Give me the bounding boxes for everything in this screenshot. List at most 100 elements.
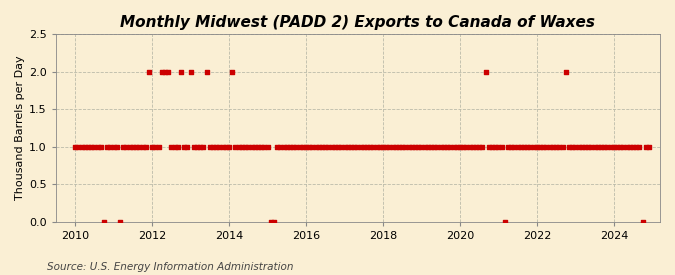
Point (169, 144, 180, 149)
Point (541, 144, 552, 149)
Point (487, 144, 497, 149)
Point (342, 144, 353, 149)
Point (503, 144, 514, 149)
Point (115, 219, 126, 224)
Point (272, 144, 283, 149)
Point (111, 144, 122, 149)
Point (269, 219, 279, 224)
Point (304, 144, 315, 149)
Point (641, 144, 651, 149)
Point (602, 144, 613, 149)
Point (560, 69, 571, 74)
Point (157, 69, 167, 74)
Point (172, 144, 183, 149)
Title: Monthly Midwest (PADD 2) Exports to Canada of Waxes: Monthly Midwest (PADD 2) Exports to Cana… (120, 15, 595, 30)
Point (70, 144, 80, 149)
Point (480, 69, 491, 74)
Point (544, 144, 555, 149)
Point (153, 144, 164, 149)
Point (339, 144, 350, 149)
Point (217, 144, 228, 149)
Point (307, 144, 318, 149)
Point (188, 144, 199, 149)
Point (615, 144, 626, 149)
Point (124, 144, 135, 149)
Point (567, 144, 578, 149)
Point (375, 144, 385, 149)
Point (214, 144, 225, 149)
Point (205, 144, 215, 149)
Point (371, 144, 382, 149)
Point (608, 144, 619, 149)
Point (576, 144, 587, 149)
Point (496, 144, 507, 149)
Point (500, 219, 510, 224)
Point (413, 144, 424, 149)
Point (349, 144, 360, 149)
Point (95, 144, 106, 149)
Point (198, 144, 209, 149)
Point (310, 144, 321, 149)
Point (313, 144, 324, 149)
Point (580, 144, 591, 149)
Point (400, 144, 411, 149)
Point (467, 144, 478, 149)
Point (631, 144, 642, 149)
Point (179, 144, 190, 149)
Point (150, 144, 161, 149)
Point (346, 144, 356, 149)
Point (416, 144, 427, 149)
Point (118, 144, 129, 149)
Point (146, 144, 157, 149)
Point (163, 69, 173, 74)
Point (618, 144, 629, 149)
Point (441, 144, 452, 149)
Point (547, 144, 558, 149)
Point (419, 144, 430, 149)
Point (516, 144, 526, 149)
Point (634, 144, 645, 149)
Point (211, 144, 221, 149)
Point (583, 144, 593, 149)
Point (352, 144, 362, 149)
Point (329, 144, 340, 149)
Point (406, 144, 417, 149)
Point (454, 144, 465, 149)
Text: Source: U.S. Energy Information Administration: Source: U.S. Energy Information Administ… (47, 262, 294, 272)
Point (358, 144, 369, 149)
Point (80, 144, 90, 149)
Point (381, 144, 392, 149)
Point (99, 219, 109, 224)
Point (589, 144, 600, 149)
Y-axis label: Thousand Barrels per Day: Thousand Barrels per Day (15, 56, 25, 200)
Point (461, 144, 472, 149)
Point (593, 144, 603, 149)
Point (551, 144, 562, 149)
Point (573, 144, 584, 149)
Point (246, 144, 257, 149)
Point (182, 144, 193, 149)
Point (288, 144, 298, 149)
Point (368, 144, 379, 149)
Point (326, 144, 337, 149)
Point (298, 144, 308, 149)
Point (323, 144, 334, 149)
Point (599, 144, 610, 149)
Point (439, 144, 450, 149)
Point (121, 144, 132, 149)
Point (137, 144, 148, 149)
Point (474, 144, 485, 149)
Point (410, 144, 421, 149)
Point (76, 144, 87, 149)
Point (470, 144, 481, 149)
Point (223, 144, 234, 149)
Point (140, 144, 151, 149)
Point (483, 144, 494, 149)
Point (144, 69, 155, 74)
Point (458, 144, 468, 149)
Point (82, 144, 93, 149)
Point (432, 144, 443, 149)
Point (195, 144, 206, 149)
Point (281, 144, 292, 149)
Point (448, 144, 459, 149)
